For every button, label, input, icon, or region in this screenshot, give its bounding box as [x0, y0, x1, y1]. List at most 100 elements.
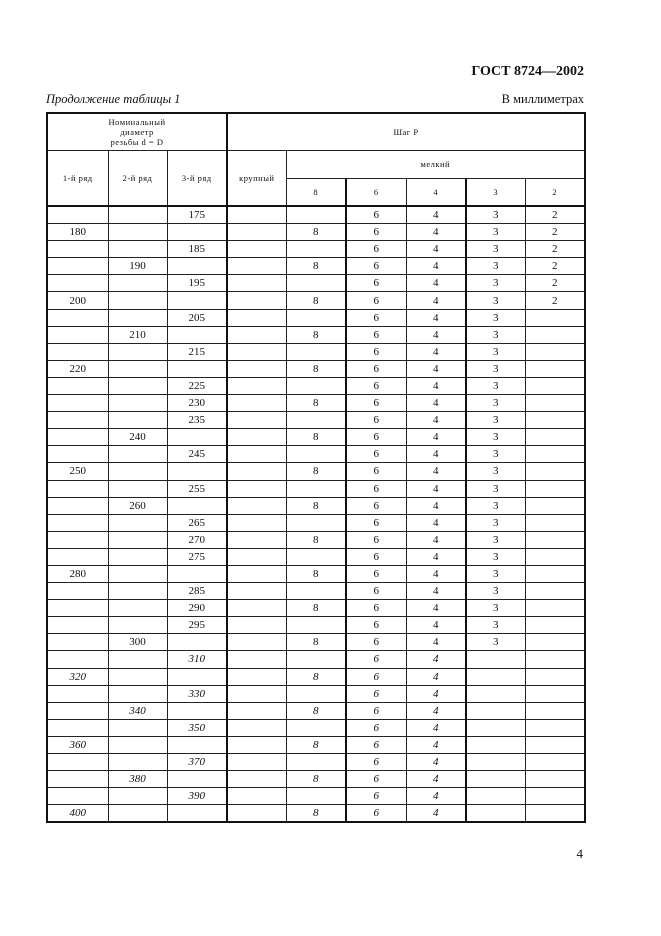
- table-row: 220 8 6 4 3: [46, 359, 586, 378]
- cell-pitch-8: 8: [285, 735, 348, 755]
- cell-d-row1: [46, 479, 109, 498]
- cell-pitch-4: 4: [405, 411, 468, 430]
- cell-d-row1: [46, 257, 109, 276]
- cell-d-row1: [46, 787, 109, 806]
- cell-d-row2: [107, 513, 168, 532]
- cell-pitch-4: 4: [405, 787, 468, 806]
- cell-d-row2: [107, 479, 168, 498]
- table-row: 205 6 4 3: [46, 308, 586, 327]
- cell-pitch-coarse: [226, 684, 287, 703]
- cell-d-row1: [46, 411, 109, 430]
- cell-pitch-4: 4: [405, 633, 468, 652]
- header-pitch: Шаг P: [226, 112, 586, 151]
- cell-pitch-4: 4: [405, 462, 468, 481]
- table-row: 190 8 6 4 3 2: [46, 257, 586, 276]
- document-code: ГОСТ 8724—2002: [471, 64, 584, 79]
- cell-pitch-8: 8: [285, 428, 348, 447]
- cell-pitch-2: [524, 445, 586, 464]
- cell-d-row2: [107, 804, 168, 823]
- cell-d-row1: 280: [46, 564, 109, 584]
- cell-d-row2: [107, 530, 168, 549]
- cell-pitch-8: [285, 411, 348, 430]
- cell-d-row1: [46, 582, 109, 601]
- cell-pitch-4: 4: [405, 770, 468, 789]
- table-row: 290 8 6 4 3: [46, 599, 586, 618]
- cell-pitch-2: [524, 376, 586, 396]
- cell-pitch-2: [524, 582, 586, 601]
- cell-pitch-3: 3: [465, 547, 526, 566]
- cell-d-row2: [107, 462, 168, 481]
- cell-pitch-coarse: [226, 650, 287, 669]
- cell-d-row2: [107, 684, 168, 703]
- cell-pitch-2: [524, 667, 586, 686]
- cell-d-row1: 180: [46, 223, 109, 242]
- cell-pitch-6: 6: [345, 513, 407, 532]
- cell-pitch-6: 6: [345, 428, 407, 447]
- cell-d-row3: [166, 735, 229, 755]
- cell-pitch-3: 3: [465, 274, 526, 293]
- cell-pitch-coarse: [226, 223, 287, 242]
- cell-pitch-8: 8: [285, 223, 348, 242]
- cell-pitch-4: 4: [405, 667, 468, 686]
- table-row: 230 8 6 4 3: [46, 394, 586, 413]
- cell-d-row1: [46, 599, 109, 618]
- cell-d-row2: [107, 667, 168, 686]
- cell-pitch-coarse: [226, 274, 287, 293]
- header-diameter: Номинальный диаметр резьбы d = D: [46, 112, 229, 151]
- cell-pitch-8: [285, 650, 348, 669]
- table-row: 235 6 4 3: [46, 411, 586, 430]
- cell-pitch-8: [285, 718, 348, 737]
- cell-d-row3: 175: [166, 205, 229, 225]
- cell-pitch-3: 3: [465, 291, 526, 310]
- cell-pitch-2: 2: [524, 274, 586, 293]
- cell-pitch-2: [524, 701, 586, 720]
- cell-pitch-8: 8: [285, 633, 348, 652]
- cell-pitch-6: 6: [345, 718, 407, 737]
- table-row: 275 6 4 3: [46, 547, 586, 566]
- cell-pitch-coarse: [226, 445, 287, 464]
- cell-d-row3: 270: [166, 530, 229, 549]
- cell-pitch-coarse: [226, 240, 287, 259]
- cell-d-row2: [107, 411, 168, 430]
- cell-d-row1: [46, 496, 109, 515]
- header-fine-3: 3: [465, 177, 526, 207]
- cell-pitch-2: [524, 599, 586, 618]
- cell-pitch-4: 4: [405, 205, 468, 225]
- cell-pitch-8: [285, 274, 348, 293]
- cell-pitch-coarse: [226, 752, 287, 772]
- cell-d-row3: 265: [166, 513, 229, 532]
- cell-pitch-4: 4: [405, 599, 468, 618]
- table-row: 255 6 4 3: [46, 479, 586, 498]
- cell-pitch-3: [465, 752, 526, 772]
- cell-pitch-2: [524, 633, 586, 652]
- cell-pitch-6: 6: [345, 308, 407, 327]
- cell-pitch-6: 6: [345, 479, 407, 498]
- units-note: В миллиметрах: [501, 92, 584, 106]
- cell-pitch-3: [465, 684, 526, 703]
- cell-d-row1: 200: [46, 291, 109, 310]
- cell-d-row1: [46, 633, 109, 652]
- cell-pitch-8: [285, 308, 348, 327]
- cell-pitch-6: 6: [345, 787, 407, 806]
- cell-d-row3: 185: [166, 240, 229, 259]
- cell-d-row1: [46, 205, 109, 225]
- cell-d-row2: [107, 291, 168, 310]
- cell-pitch-coarse: [226, 376, 287, 396]
- cell-pitch-coarse: [226, 359, 287, 378]
- cell-pitch-2: [524, 752, 586, 772]
- cell-pitch-coarse: [226, 479, 287, 498]
- cell-pitch-coarse: [226, 325, 287, 344]
- table-row: 210 8 6 4 3: [46, 325, 586, 344]
- cell-pitch-6: 6: [345, 376, 407, 396]
- cell-pitch-4: 4: [405, 394, 468, 413]
- cell-pitch-4: 4: [405, 342, 468, 361]
- cell-pitch-2: [524, 359, 586, 378]
- cell-d-row2: [107, 735, 168, 755]
- cell-pitch-2: [524, 735, 586, 755]
- cell-pitch-coarse: [226, 701, 287, 720]
- cell-pitch-coarse: [226, 564, 287, 584]
- cell-pitch-4: 4: [405, 547, 468, 566]
- cell-d-row1: [46, 547, 109, 566]
- cell-pitch-coarse: [226, 205, 287, 225]
- table-row: 265 6 4 3: [46, 513, 586, 532]
